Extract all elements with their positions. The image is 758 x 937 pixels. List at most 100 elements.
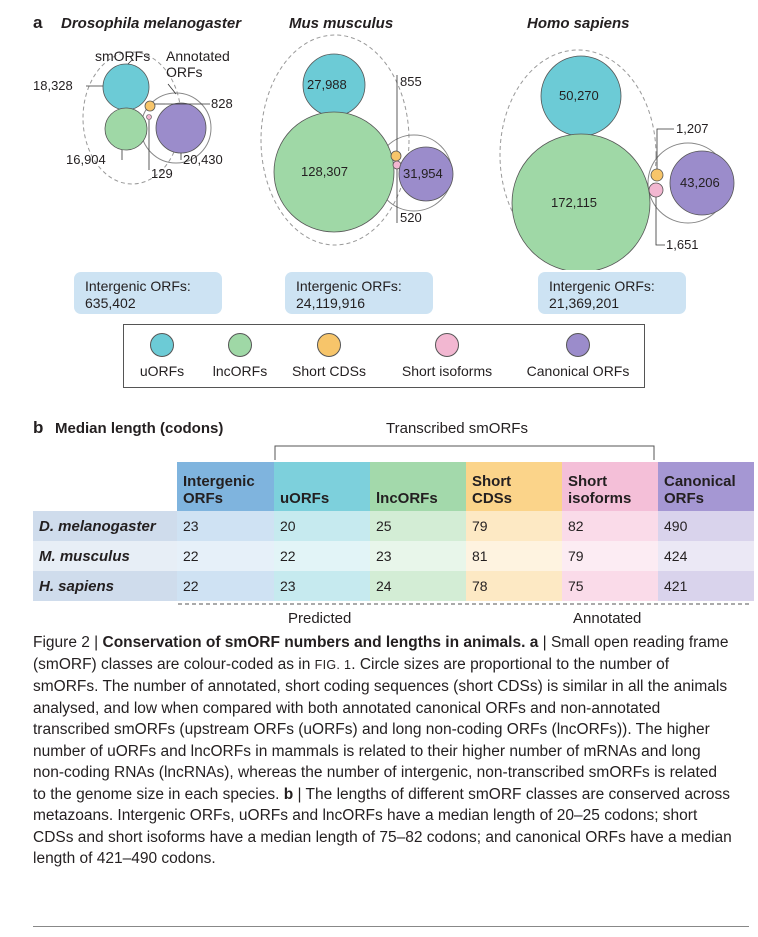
header-lncorfs: lncORFs	[370, 462, 466, 511]
transcribed-label: Transcribed smORFs	[386, 420, 528, 437]
hsap-shortcds-value: 1,207	[676, 121, 709, 136]
bracket-lines	[178, 445, 749, 605]
hsap-canonical-value: 43,206	[680, 175, 720, 190]
cell-uorfs: 23	[274, 571, 370, 601]
mmus-smorf-outline	[260, 34, 410, 246]
dmel-shortcds-value: 828	[211, 96, 233, 111]
intergenic-box-dmel: Intergenic ORFs: 635,402	[74, 272, 222, 314]
cell-lncorfs: 24	[370, 571, 466, 601]
header-line2: isoforms	[568, 490, 632, 507]
short-isoform-swatch	[435, 333, 459, 357]
intergenic-label: Intergenic ORFs:	[296, 278, 402, 294]
caption-text-3: | The lengths of different smORF classes…	[33, 785, 732, 868]
header-short-isoforms: Short isoforms	[562, 462, 658, 511]
legend-item-short-cds: Short CDSs	[276, 325, 382, 387]
header-line2: ORFs	[664, 490, 705, 507]
canonical-swatch	[566, 333, 590, 357]
species-title-mmus: Mus musculus	[289, 15, 394, 32]
legend-label: uORFs	[139, 363, 185, 379]
cell-uorfs: 20	[274, 511, 370, 541]
hsap-smorf-outline	[499, 49, 657, 261]
uorf-swatch	[150, 333, 174, 357]
mmus-shortiso-value: 520	[400, 210, 422, 225]
mmus-lncorf-circle	[273, 111, 395, 233]
table-header-row: Intergenic ORFs uORFs lncORFs Short CDSs S…	[33, 462, 754, 511]
cell-short-isoforms: 82	[562, 511, 658, 541]
header-line2: CDSs	[472, 490, 513, 507]
bottom-rule	[33, 926, 749, 927]
annotated-label: Annotated	[573, 610, 642, 627]
intergenic-box-hsap: Intergenic ORFs: 21,369,201	[538, 272, 686, 314]
legend-item-uorfs: uORFs	[124, 325, 200, 387]
venn-diagrams: smORFs Annotated ORFs 18,328 828 16,904 …	[33, 34, 735, 270]
header-line1: Short	[472, 473, 512, 490]
species-title-hsap: Homo sapiens	[527, 15, 630, 32]
cell-canonical: 421	[658, 571, 754, 601]
header-intergenic: Intergenic ORFs	[177, 462, 274, 511]
dmel-annot-leader	[167, 83, 177, 95]
transcribed-bracket	[274, 445, 655, 460]
row-species: H. sapiens	[33, 571, 177, 601]
legend-item-canonical: Canonical ORFs	[512, 325, 644, 387]
hsap-canonical-circle	[669, 150, 735, 216]
caption-a-marker: a	[529, 634, 539, 651]
intergenic-box-mmus: Intergenic ORFs: 24,119,916	[285, 272, 433, 314]
header-line1: Canonical	[664, 473, 736, 490]
hsap-shortcds-circle	[650, 168, 664, 182]
hsap-shortiso-value: 1,651	[666, 237, 699, 252]
cell-short-isoforms: 79	[562, 541, 658, 571]
dmel-uorf-value: 18,328	[33, 78, 73, 93]
legend-label: Short isoforms	[401, 363, 493, 379]
mmus-shortcds-circle	[390, 150, 402, 162]
hsap-lncorf-value: 172,115	[551, 195, 597, 210]
table-row: M. musculus 22 22 23 81 79 424	[33, 541, 754, 571]
dmel-smorf-leader	[127, 59, 133, 65]
dmel-annotated-label-1: Annotated	[166, 48, 230, 64]
caption-text-1: | Small open reading frame (smORF) class…	[33, 634, 729, 673]
intergenic-label: Intergenic ORFs:	[85, 278, 191, 294]
panel-a-letter: a	[33, 13, 43, 32]
dmel-smorfs-label: smORFs	[95, 48, 150, 64]
dmel-canonical-circle	[155, 102, 207, 154]
hsap-shortiso-leader	[655, 197, 665, 246]
legend-item-lncorfs: lncORFs	[200, 325, 276, 387]
header-uorfs: uORFs	[274, 462, 370, 511]
venn-mmus: 27,988 128,307 31,954 855 520	[260, 34, 454, 246]
cell-uorfs: 22	[274, 541, 370, 571]
caption-text-2: . Circle sizes are proportional to the n…	[33, 655, 728, 803]
venn-dmel: smORFs Annotated ORFs 18,328 828 16,904 …	[33, 48, 233, 185]
legend-label: Canonical ORFs	[526, 363, 630, 379]
dmel-annotated-label-2: ORFs	[166, 64, 203, 80]
legend-label: Short CDSs	[292, 363, 366, 379]
species-title-dmel: Drosophila melanogaster	[61, 15, 242, 32]
cell-lncorfs: 25	[370, 511, 466, 541]
dmel-uorf-circle	[102, 63, 150, 111]
mmus-uorf-value: 27,988	[307, 77, 347, 92]
hsap-shortiso-circle	[648, 182, 664, 198]
mmus-lncorf-value: 128,307	[301, 164, 348, 179]
panel-b-title: Median length (codons)	[55, 420, 224, 437]
lncorf-swatch	[228, 333, 252, 357]
mmus-canonical-circle	[398, 146, 454, 202]
legend-item-short-isoforms: Short isoforms	[382, 325, 512, 387]
caption-b-marker: b	[283, 785, 294, 803]
header-short-cds: Short CDSs	[466, 462, 562, 511]
dmel-shortiso-value: 129	[151, 166, 173, 181]
row-species: D. melanogaster	[33, 511, 177, 541]
dmel-lncorf-value: 16,904	[66, 152, 106, 167]
intergenic-value: 21,369,201	[549, 295, 620, 311]
dmel-shortiso-circle	[146, 114, 152, 120]
header-line1: Short	[568, 473, 608, 490]
intergenic-value: 635,402	[85, 295, 136, 311]
legend-label: lncORFs	[212, 363, 268, 379]
figure-caption: Figure 2 | Conservation of smORF numbers…	[33, 632, 733, 870]
caption-fig-ref: FIG. 1	[314, 657, 352, 672]
panel-b-letter: b	[33, 418, 44, 437]
cell-short-cds: 79	[466, 511, 562, 541]
cell-canonical: 490	[658, 511, 754, 541]
venn-hsap: 50,270 172,115 43,206 1,207 1,651	[499, 49, 735, 270]
mmus-canonical-value: 31,954	[403, 166, 443, 181]
intergenic-label: Intergenic ORFs:	[549, 278, 655, 294]
header-line2: uORFs	[280, 490, 330, 507]
header-line1: Intergenic	[183, 473, 255, 490]
